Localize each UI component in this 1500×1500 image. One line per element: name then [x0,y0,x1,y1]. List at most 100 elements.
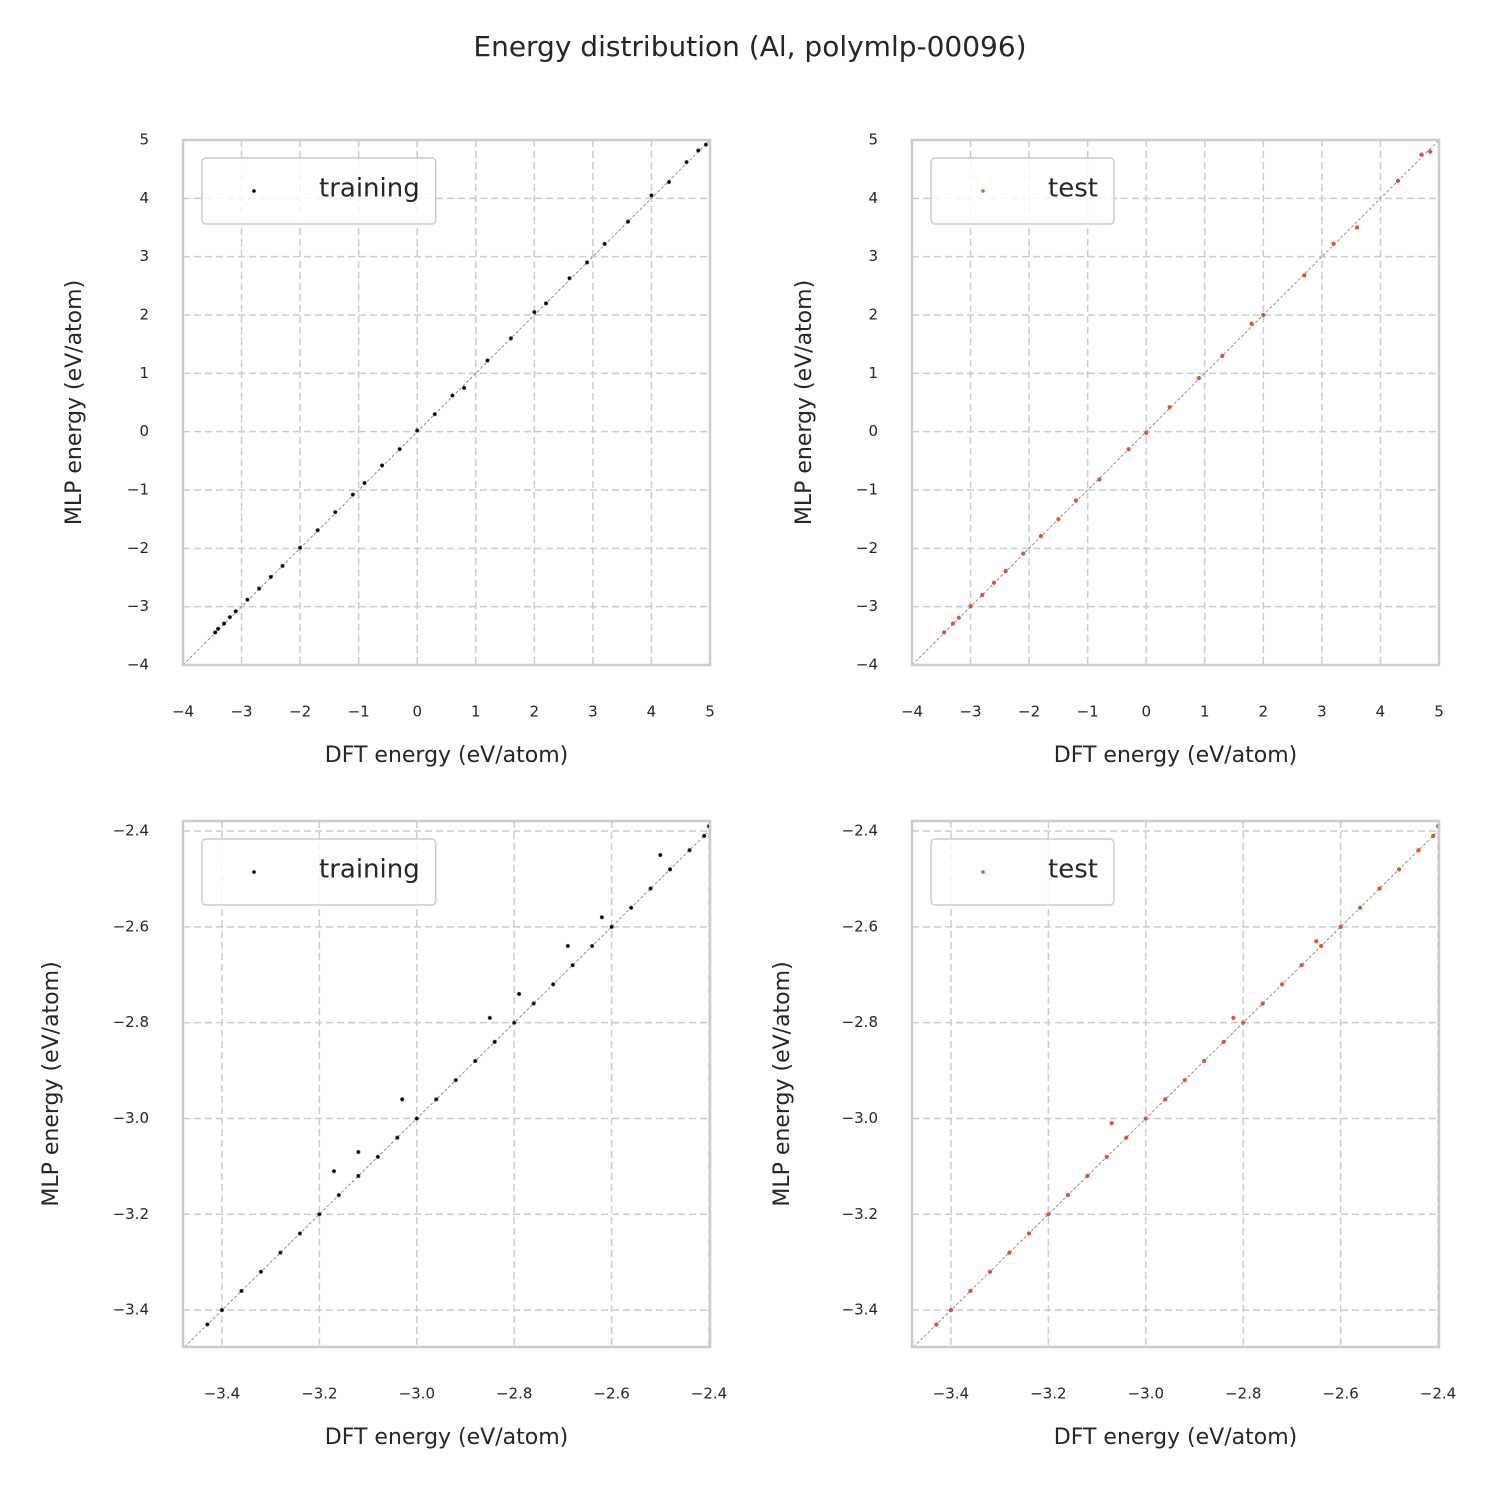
x-tick-label: −3.4 [933,1385,969,1403]
point [1299,963,1304,968]
identity-line [913,829,1440,1348]
identity-line [182,139,711,666]
y-tick-label: −1 [856,481,878,499]
point [1126,447,1131,452]
point [532,309,537,315]
point [450,393,455,398]
x-tick-label: 4 [647,703,657,721]
y-tick-label: 4 [139,189,149,207]
point [602,241,607,246]
point [950,621,956,626]
point [1419,152,1424,157]
point [1357,905,1363,910]
point [1182,1078,1187,1083]
point [551,982,556,987]
point [1124,1135,1129,1140]
point [395,1135,400,1140]
point [1003,568,1008,574]
point [434,1097,439,1102]
point [934,1322,939,1327]
point [415,428,420,433]
point [1302,273,1307,278]
point [1202,1058,1207,1064]
point [1163,1097,1168,1102]
legend-marker [981,870,985,874]
x-tick-label: 3 [588,703,598,721]
legend-box [201,838,437,906]
point [991,580,997,585]
x-tick-label: 5 [705,703,715,721]
y-tick-label: −2.4 [113,822,149,840]
point [1038,533,1043,539]
point [400,1097,405,1102]
x-tick-label: −4 [172,703,194,721]
y-tick-label: −3.0 [113,1109,149,1127]
y-tick-label: 3 [139,247,149,265]
point [432,412,437,417]
point [648,886,653,891]
point [280,563,285,568]
y-tick-label: 5 [868,131,878,149]
point [1056,517,1061,522]
point [397,447,402,452]
point [1331,241,1336,246]
point [1073,498,1079,503]
x-tick-label: 0 [412,703,422,721]
point [1395,178,1401,183]
point [980,592,985,598]
point [356,1149,361,1155]
legend-label: training [319,174,420,204]
point [599,915,604,920]
point [628,905,634,910]
y-tick-label: 0 [868,422,878,440]
x-tick-label: −3.4 [204,1385,240,1403]
legend-box [930,838,1115,906]
y-tick-label: −1 [127,481,149,499]
point [543,301,549,306]
y-tick-label: −2 [856,539,878,557]
point [649,193,654,198]
legend: training [201,157,437,225]
x-tick-label: −2.6 [1322,1385,1358,1403]
x-tick-label: −3.0 [1128,1385,1164,1403]
x-tick-label: −3 [959,703,981,721]
point [297,1231,302,1236]
plot-frame [181,819,712,1349]
x-tick-label: −3.0 [399,1385,435,1403]
y-tick-label: −2.6 [842,917,878,935]
x-axis-label: DFT energy (eV/atom) [1054,743,1297,768]
point [1280,982,1285,987]
point [298,545,303,550]
point [453,1078,458,1083]
legend-label: test [1048,855,1098,885]
y-tick-label: 0 [139,422,149,440]
point [333,510,338,515]
point [1097,477,1102,482]
point [1338,924,1343,929]
x-tick-label: 0 [1141,703,1151,721]
x-tick-label: −2.8 [1225,1385,1261,1403]
point [1431,833,1436,838]
y-tick-label: −3.2 [842,1205,878,1223]
point [350,492,355,497]
x-tick-label: −2.4 [1420,1385,1456,1403]
legend-marker [252,189,256,193]
point [1261,312,1266,318]
x-tick-label: −3.2 [1030,1385,1066,1403]
point [221,621,227,626]
point [703,142,709,147]
x-tick-label: 2 [530,703,540,721]
point [666,179,672,185]
point [1319,943,1324,949]
x-tick-label: 5 [1434,703,1444,721]
y-tick-label: 3 [868,247,878,265]
point [227,615,232,620]
legend: test [930,157,1115,225]
x-tick-label: −2.8 [496,1385,532,1403]
point [213,630,218,635]
point [1104,1154,1109,1159]
plot-frame [910,819,1441,1349]
y-axis-label: MLP energy (eV/atom) [792,280,817,525]
point [356,1173,361,1179]
point [565,943,570,949]
